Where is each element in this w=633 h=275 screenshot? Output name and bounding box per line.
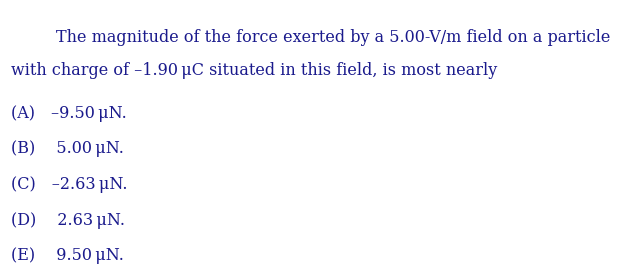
Text: (C) –2.63 μN.: (C) –2.63 μN. [11, 176, 128, 193]
Text: The magnitude of the force exerted by a 5.00-V/m field on a particle: The magnitude of the force exerted by a … [56, 29, 610, 46]
Text: (E)  9.50 μN.: (E) 9.50 μN. [11, 248, 124, 265]
Text: (D)  2.63 μN.: (D) 2.63 μN. [11, 212, 125, 229]
Text: with charge of –1.90 μC situated in this field, is most nearly: with charge of –1.90 μC situated in this… [11, 62, 498, 79]
Text: (A) –9.50 μN.: (A) –9.50 μN. [11, 104, 127, 122]
Text: (B)  5.00 μN.: (B) 5.00 μN. [11, 140, 124, 157]
